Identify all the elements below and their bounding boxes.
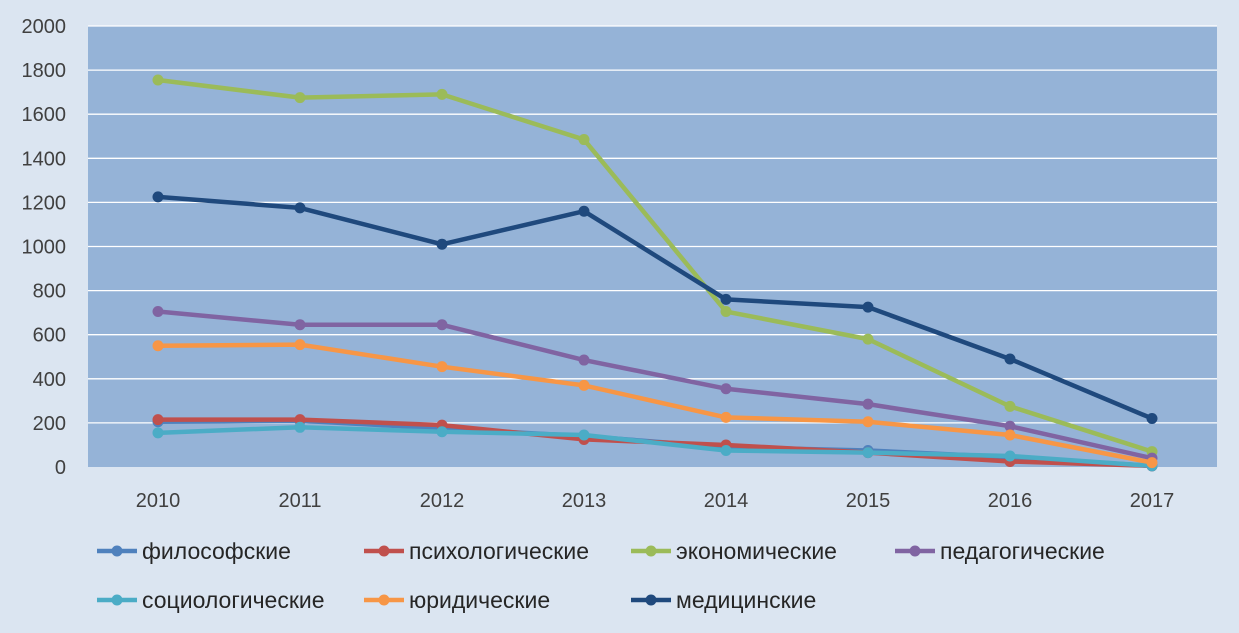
data-point — [294, 202, 306, 214]
data-point — [152, 340, 164, 352]
data-point — [294, 319, 306, 331]
data-point — [720, 293, 732, 305]
legend-item: философские — [97, 538, 291, 564]
series-line — [155, 342, 1155, 465]
data-point — [578, 354, 590, 366]
y-tick-label: 0 — [55, 457, 66, 479]
x-tick-label: 2010 — [136, 490, 181, 512]
legend-item: медицинские — [631, 587, 816, 613]
legend-label: экономические — [676, 538, 837, 564]
data-point — [1146, 412, 1158, 424]
legend-swatch-marker — [645, 594, 657, 606]
x-tick-label: 2014 — [704, 490, 749, 512]
legend-label: психологические — [409, 538, 589, 564]
data-point — [294, 421, 306, 433]
y-tick-label: 1400 — [22, 148, 67, 170]
data-point — [578, 429, 590, 441]
data-point — [436, 88, 448, 100]
data-point — [436, 426, 448, 438]
y-tick-label: 600 — [33, 325, 66, 347]
data-point — [294, 414, 306, 426]
data-point — [436, 361, 448, 373]
data-point — [862, 416, 874, 428]
legend-swatch-marker — [645, 545, 657, 557]
data-point — [152, 306, 164, 318]
y-tick-label: 1000 — [22, 237, 67, 259]
legend-item: юридические — [364, 587, 550, 613]
data-point — [1004, 353, 1016, 365]
legend-label: медицинские — [676, 587, 816, 613]
x-tick-label: 2016 — [988, 490, 1033, 512]
data-point — [578, 134, 590, 146]
x-tick-label: 2011 — [278, 490, 321, 512]
data-point — [294, 92, 306, 104]
legend-swatch-marker — [111, 545, 123, 557]
series-line — [155, 77, 1155, 454]
data-point — [862, 398, 874, 410]
legend-swatch-marker — [378, 594, 390, 606]
legend-label: юридические — [409, 587, 550, 613]
legend-swatch-marker — [378, 545, 390, 557]
series-line — [155, 194, 1155, 421]
legend-label: философские — [142, 538, 291, 564]
y-tick-label: 1800 — [22, 60, 67, 82]
data-point — [862, 333, 874, 345]
y-tick-label: 400 — [33, 369, 66, 391]
data-point — [152, 427, 164, 439]
data-point — [1004, 450, 1016, 462]
data-point — [1004, 420, 1016, 432]
legend-item: экономические — [631, 538, 837, 564]
data-point — [578, 205, 590, 217]
data-point — [720, 306, 732, 318]
data-point — [578, 379, 590, 391]
y-tick-label: 1200 — [22, 192, 67, 214]
data-point — [436, 319, 448, 331]
legend-item: социологические — [97, 587, 325, 613]
data-point — [1146, 457, 1158, 469]
y-tick-label: 1600 — [22, 104, 67, 126]
data-point — [720, 383, 732, 395]
legend-swatch-marker — [909, 545, 921, 557]
legend-item: педагогические — [895, 538, 1105, 564]
y-tick-label: 200 — [33, 413, 66, 435]
series-6 — [152, 339, 1158, 469]
series-3 — [152, 74, 1158, 458]
data-point — [436, 238, 448, 250]
x-tick-label: 2017 — [1130, 490, 1175, 512]
data-point — [1004, 429, 1016, 441]
data-point — [152, 74, 164, 86]
y-tick-label: 2000 — [22, 16, 67, 38]
data-point — [152, 191, 164, 203]
data-point — [720, 444, 732, 456]
data-point — [1004, 400, 1016, 412]
data-point — [862, 301, 874, 313]
data-point — [720, 411, 732, 423]
legend-label: педагогические — [940, 538, 1105, 564]
x-tick-label: 2012 — [420, 490, 465, 512]
x-tick-label: 2013 — [562, 490, 607, 512]
legend-swatch-marker — [111, 594, 123, 606]
legend-label: социологические — [142, 587, 325, 613]
series-line — [155, 309, 1155, 461]
data-point — [152, 414, 164, 426]
series-line — [155, 425, 1155, 469]
data-point — [294, 339, 306, 351]
series-7 — [152, 191, 1158, 424]
x-tick-label: 2015 — [846, 490, 891, 512]
y-tick-label: 800 — [33, 281, 66, 303]
legend-item: психологические — [364, 538, 589, 564]
data-point — [862, 447, 874, 459]
